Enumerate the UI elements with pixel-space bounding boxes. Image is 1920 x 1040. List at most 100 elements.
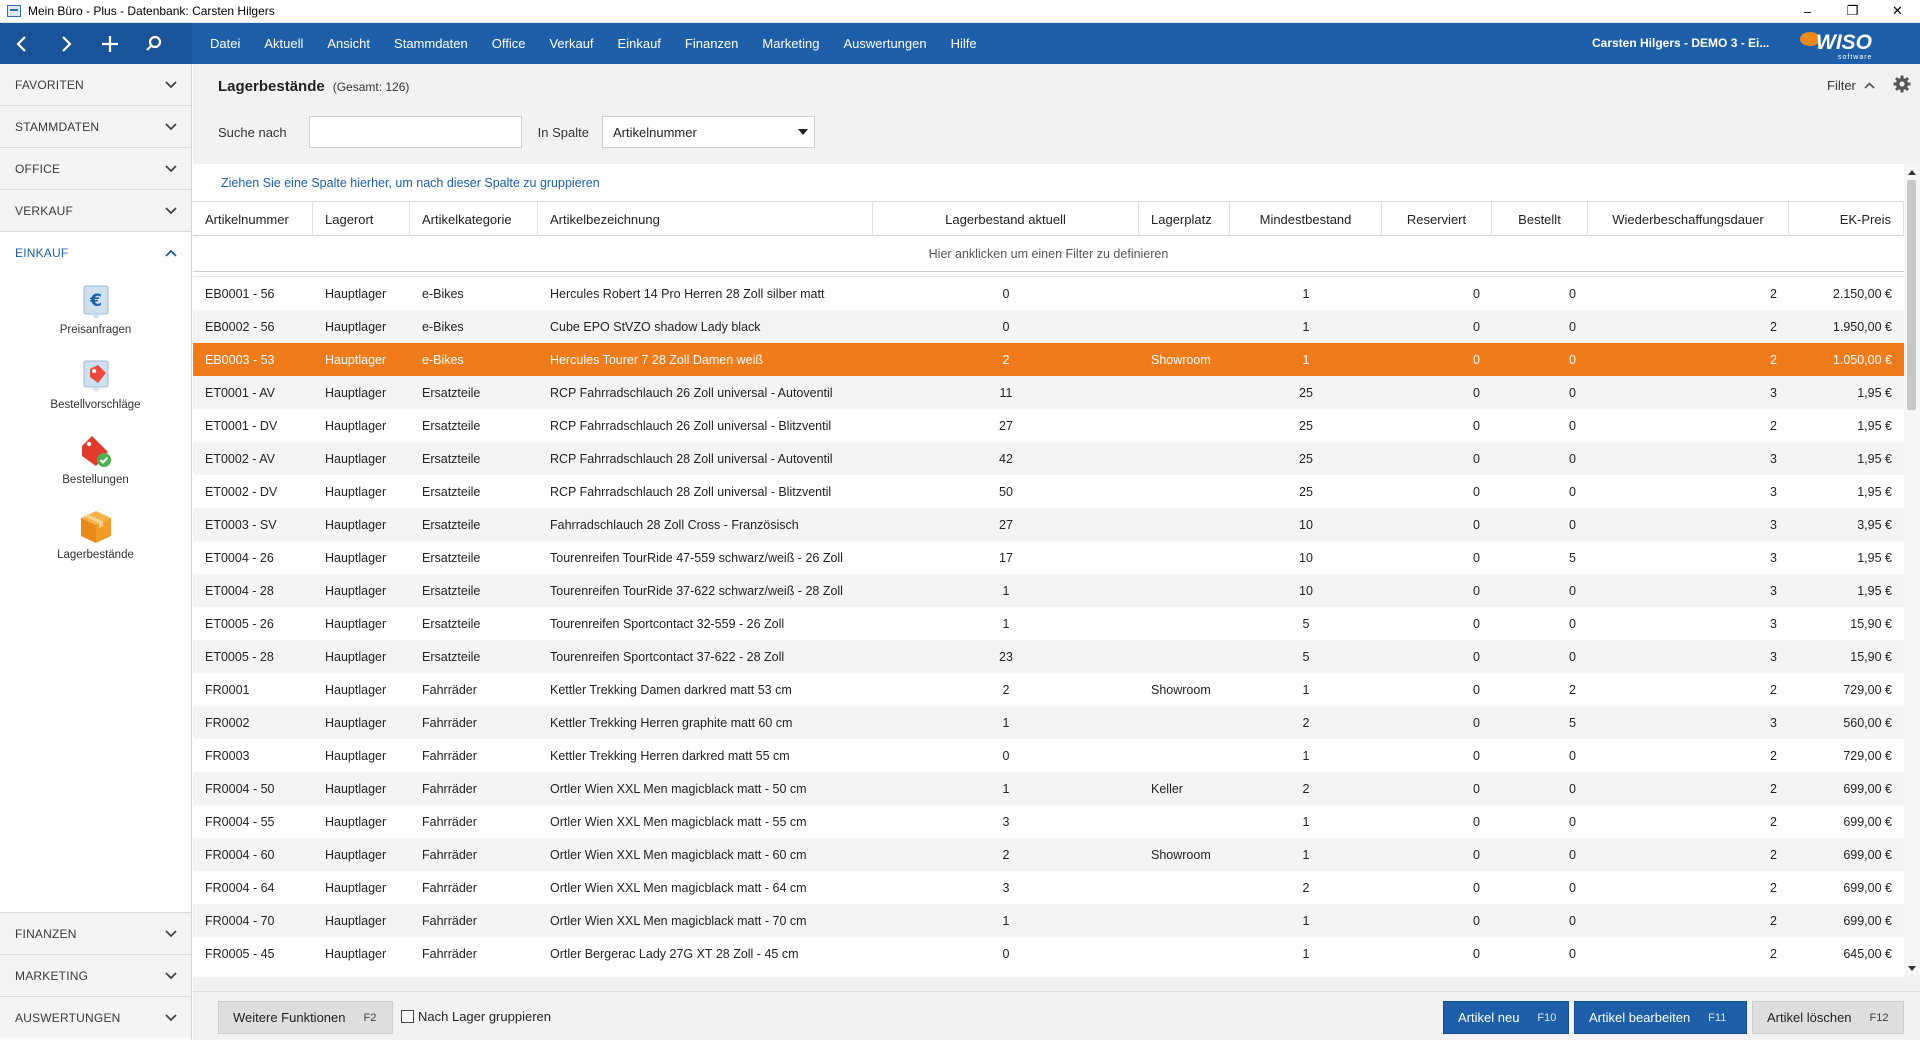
column-header-artikelkategorie[interactable]: Artikelkategorie [410,202,538,236]
table-row[interactable]: ET0003 - SV Hauptlager Ersatzteile Fahrrads… [193,508,1904,541]
minimize-button[interactable]: – [1803,3,1812,19]
back-icon[interactable] [0,23,44,64]
plus-icon[interactable] [88,23,132,64]
cell-lagerort: Hauptlager [325,319,387,334]
new-article-button[interactable]: Artikel neu F10 [1443,1001,1569,1034]
menu-einkauf[interactable]: Einkauf [617,36,661,51]
menu-finanzen[interactable]: Finanzen [684,36,739,51]
table-row[interactable]: FR0004 - 64 Hauptlager Fahrräder Ortler Wie… [193,871,1904,904]
column-header-bestellt[interactable]: Bestellt [1492,202,1588,236]
sidebar-section-stammdaten[interactable]: STAMMDATEN [0,106,191,148]
cell-lagerort: Hauptlager [325,286,387,301]
cell-lagerplatz [1139,508,1230,541]
tool-bestellvorschlaege[interactable]: Bestellvorschläge [0,359,191,434]
more-functions-button[interactable]: Weitere Funktionen F2 [218,1001,393,1034]
menu-hilfe[interactable]: Hilfe [950,36,977,51]
edit-article-button[interactable]: Artikel bearbeiten F11 [1574,1001,1747,1034]
table-row[interactable]: ET0002 - AV Hauptlager Ersatzteile RCP Fahr… [193,442,1904,475]
cell-bestellt: 0 [1569,616,1576,631]
table-row[interactable]: ET0005 - 28 Hauptlager Ersatzteile Tourenre… [193,640,1904,673]
menu-verkauf[interactable]: Verkauf [549,36,594,51]
column-header-reserviert[interactable]: Reserviert [1382,202,1492,236]
menu-aktuell[interactable]: Aktuell [264,36,304,51]
table-row[interactable]: FR0004 - 55 Hauptlager Fahrräder Ortler Wie… [193,805,1904,838]
table-row[interactable]: EB0002 - 56 Hauptlager e-Bikes Cube EPO StV… [193,310,1904,343]
menu-auswertungen[interactable]: Auswertungen [843,36,927,51]
table-row[interactable]: ET0005 - 26 Hauptlager Ersatzteile Tourenre… [193,607,1904,640]
tool-lagerbestaende[interactable]: Lagerbestände [0,509,191,584]
column-header-mindestbestand[interactable]: Mindestbestand [1230,202,1382,236]
tool-preisanfragen[interactable]: € Preisanfragen [0,284,191,359]
cell-bestellt: 0 [1569,517,1576,532]
menu-datei[interactable]: Datei [210,36,241,51]
cell-lagerbestand: 2 [1002,682,1010,697]
tool-bestellungen[interactable]: Bestellungen [0,434,191,509]
table-row[interactable]: ET0002 - DV Hauptlager Ersatzteile RCP Fahr… [193,475,1904,508]
menu-office[interactable]: Office [491,36,526,51]
filter-row[interactable]: Hier anklicken um einen Filter zu defini… [193,236,1904,272]
table-row[interactable]: ET0004 - 26 Hauptlager Ersatzteile Tourenre… [193,541,1904,574]
column-header-artikelnummer[interactable]: Artikelnummer [193,202,313,236]
sidebar-section-office[interactable]: OFFICE [0,148,191,190]
group-by-drop-area[interactable]: Ziehen Sie eine Spalte hierher, um nach … [193,164,1904,202]
table-row[interactable]: ET0004 - 28 Hauptlager Ersatzteile Tourenre… [193,574,1904,607]
table-row[interactable]: FR0004 - 60 Hauptlager Fahrräder Ortler Wie… [193,838,1904,871]
restore-button[interactable]: ❐ [1846,3,1859,18]
table-row[interactable]: FR0004 - 50 Hauptlager Fahrräder Ortler Wie… [193,772,1904,805]
group-by-warehouse-checkbox[interactable]: Nach Lager gruppieren [401,1009,551,1024]
cell-artikelbezeichnung: Ortler Wien XXL Men magicblack matt - 50… [550,781,807,796]
column-select[interactable]: Artikelnummer [602,116,815,148]
forward-icon[interactable] [44,23,88,64]
delete-article-button[interactable]: Artikel löschen F12 [1752,1001,1904,1034]
filter-toggle[interactable]: Filter [1827,78,1875,93]
table-row[interactable]: EB0001 - 56 Hauptlager e-Bikes Hercules Rob… [193,277,1904,310]
cell-ek-preis: 15,90 € [1850,616,1892,631]
scroll-up-icon[interactable] [1908,170,1916,175]
user-info[interactable]: Carsten Hilgers - DEMO 3 - Ei... [1592,36,1770,50]
sidebar-section-einkauf[interactable]: EINKAUF [0,232,191,274]
search-icon[interactable] [132,23,176,64]
sidebar-section-favoriten[interactable]: FAVORITEN [0,64,191,106]
column-header-lagerort[interactable]: Lagerort [313,202,410,236]
sidebar-section-verkauf[interactable]: VERKAUF [0,190,191,232]
sidebar-section-auswertungen[interactable]: AUSWERTUNGEN [0,996,191,1038]
vertical-scrollbar[interactable] [1904,164,1920,977]
chevron-down-icon [165,971,177,979]
column-header-artikelbezeichnung[interactable]: Artikelbezeichnung [538,202,873,236]
table-row[interactable]: FR0004 - 70 Hauptlager Fahrräder Ortler Wie… [193,904,1904,937]
column-header-ek-preis[interactable]: EK-Preis [1789,202,1904,236]
sidebar-section-finanzen[interactable]: FINANZEN [0,912,191,954]
scroll-down-icon[interactable] [1908,966,1916,971]
cell-lagerbestand: 3 [1002,814,1010,829]
cell-reserviert: 0 [1473,913,1480,928]
table-row-selected[interactable]: EB0003 - 53 Hauptlager e-Bikes Hercules Tou… [193,343,1904,376]
search-input[interactable] [308,116,522,148]
cell-bestellt: 0 [1569,352,1576,367]
cell-artikelkategorie: Ersatzteile [422,517,481,532]
scroll-thumb[interactable] [1907,180,1916,410]
cell-artikelbezeichnung: RCP Fahrradschlauch 26 Zoll universal - … [550,385,833,400]
page-header: Lagerbestände (Gesamt: 126) [218,78,409,95]
table-row[interactable]: FR0001 Hauptlager Fahrräder Kettler Trekkin… [193,673,1904,706]
gear-icon[interactable] [1893,75,1911,93]
cell-artikelbezeichnung: RCP Fahrradschlauch 28 Zoll universal - … [550,451,833,466]
column-header-lagerplatz[interactable]: Lagerplatz [1139,202,1230,236]
checkbox-box[interactable] [401,1010,414,1023]
chevron-up-icon [165,249,177,257]
cell-mindestbestand: 1 [1302,814,1310,829]
cell-artikelbezeichnung: Tourenreifen TourRide 47-559 schwarz/wei… [550,550,843,565]
column-header-lagerbestand[interactable]: Lagerbestand aktuell [873,202,1139,236]
menu-ansicht[interactable]: Ansicht [327,36,371,51]
sidebar-section-marketing[interactable]: MARKETING [0,954,191,996]
column-header-wiederbeschaffungsdauer[interactable]: Wiederbeschaffungsdauer [1588,202,1789,236]
close-button[interactable]: ✕ [1892,3,1903,18]
cell-artikelnummer: ET0004 - 26 [205,550,274,565]
table-row[interactable]: FR0003 Hauptlager Fahrräder Kettler Trekkin… [193,739,1904,772]
table-row[interactable]: ET0001 - DV Hauptlager Ersatzteile RCP Fahr… [193,409,1904,442]
menu-marketing[interactable]: Marketing [762,36,820,51]
table-row[interactable]: ET0001 - AV Hauptlager Ersatzteile RCP Fahr… [193,376,1904,409]
menu-stammdaten[interactable]: Stammdaten [394,36,468,51]
table-row[interactable]: FR0005 - 45 Hauptlager Fahrräder Ortler Ber… [193,937,1904,970]
cell-lagerort: Hauptlager [325,847,387,862]
table-row[interactable]: FR0002 Hauptlager Fahrräder Kettler Trekkin… [193,706,1904,739]
